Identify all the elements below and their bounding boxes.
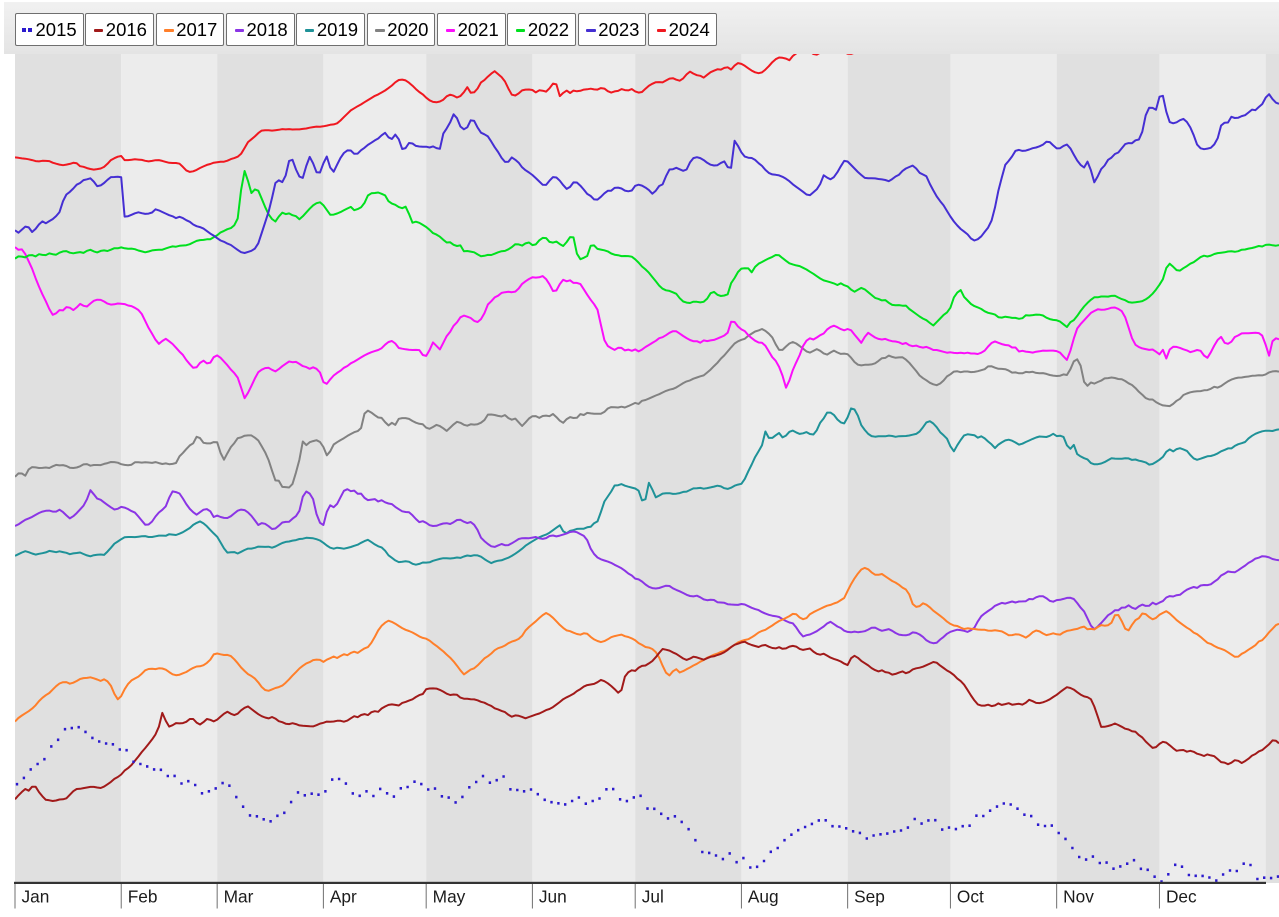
svg-text:Jul: Jul — [642, 887, 664, 907]
svg-text:Feb: Feb — [128, 887, 158, 907]
svg-text:Dec: Dec — [1166, 887, 1197, 907]
svg-text:Sep: Sep — [854, 887, 885, 907]
svg-text:Nov: Nov — [1063, 887, 1094, 907]
svg-text:May: May — [433, 887, 466, 907]
svg-text:Mar: Mar — [224, 887, 254, 907]
svg-text:Oct: Oct — [957, 887, 984, 907]
svg-text:Apr: Apr — [330, 887, 357, 907]
svg-text:Jan: Jan — [22, 887, 50, 907]
svg-text:Aug: Aug — [748, 887, 779, 907]
svg-text:Jun: Jun — [539, 887, 567, 907]
